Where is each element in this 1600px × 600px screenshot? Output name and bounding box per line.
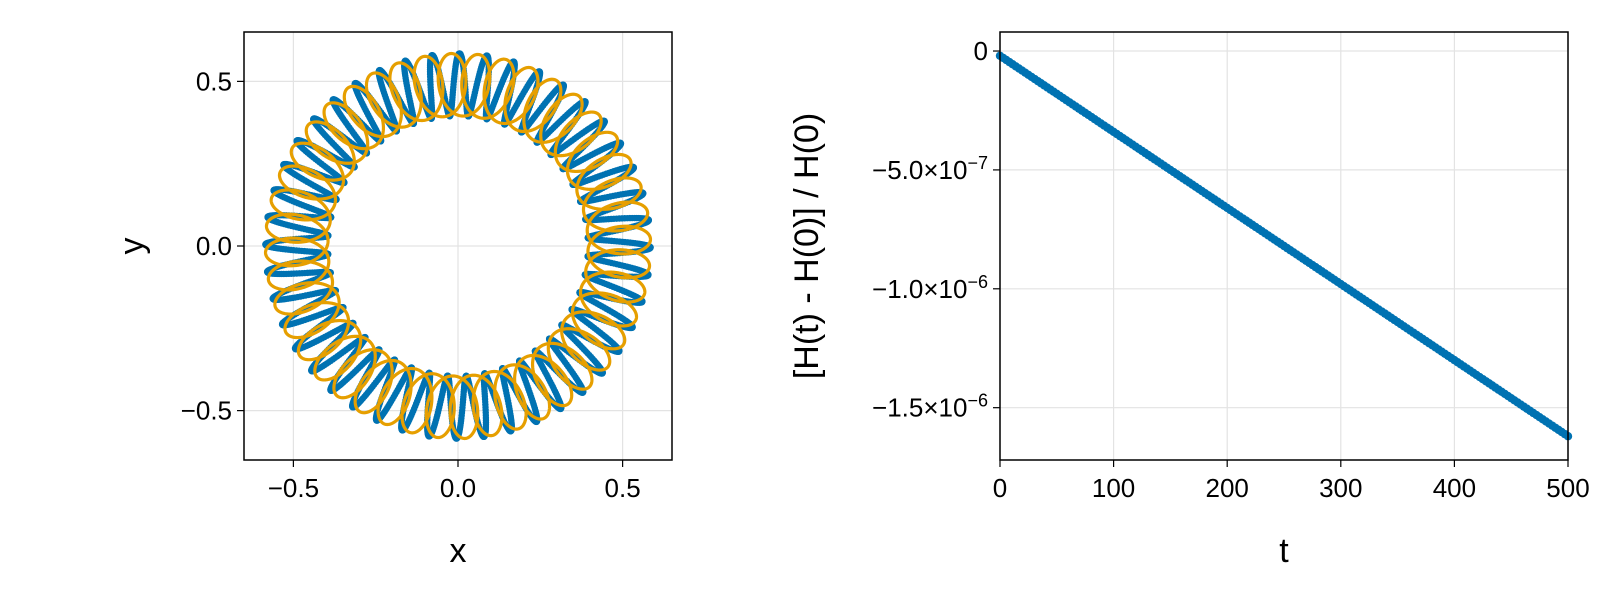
orbit-panel: −0.5 0.0 0.5 −0.5 0.0 0.5 x y <box>113 31 673 570</box>
orbit-series <box>262 50 654 442</box>
orbit-grid <box>244 32 672 460</box>
orbit-y-axis-label: y <box>113 238 151 255</box>
orbit-y-tick-label: 0.5 <box>196 66 232 96</box>
orbit-y-tick-label: −0.5 <box>181 396 232 426</box>
orbit-x-tick-label: 0.0 <box>440 473 476 503</box>
energy-y-axis-label: [H(t) - H(0)] / H(0) <box>788 113 826 379</box>
energy-x-tick-label: 400 <box>1433 473 1476 503</box>
energy-x-tick-label: 200 <box>1206 473 1249 503</box>
energy-x-tick-label: 300 <box>1319 473 1362 503</box>
orbit-x-tick-label: 0.5 <box>605 473 641 503</box>
energy-x-tick-label: 0 <box>993 473 1007 503</box>
energy-x-axis-label: t <box>1279 532 1289 570</box>
energy-x-tick-label: 500 <box>1546 473 1589 503</box>
orbit-y-tick-label: 0.0 <box>196 231 232 261</box>
energy-y-tick-label: −5.0×10−7 <box>872 153 988 185</box>
energy-y-tick-label: 0 <box>974 36 988 66</box>
energy-y-tick-label: −1.0×10−6 <box>872 272 988 304</box>
energy-y-tick-label: −1.5×10−6 <box>872 391 988 423</box>
orbit-x-tick-label: −0.5 <box>268 473 319 503</box>
orbit-x-axis-label: x <box>450 532 467 570</box>
energy-x-tick-label: 100 <box>1092 473 1135 503</box>
energy-panel: 0 100 200 300 400 500 0 −5.0×10−7 −1.0×10−6 −1.5×… <box>788 31 1590 570</box>
